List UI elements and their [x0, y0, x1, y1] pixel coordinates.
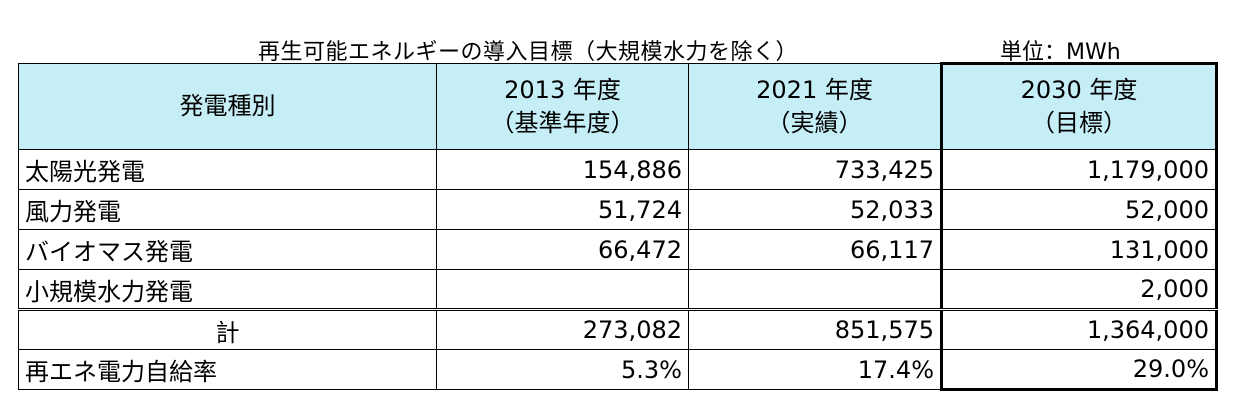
- ratio-label: 再エネ電力自給率: [18, 349, 437, 390]
- table-row: 小規模水力発電 2,000: [18, 269, 1218, 310]
- row-label: バイオマス発電: [18, 229, 437, 270]
- header-row: 発電種別 2013 年度 （基準年度） 2021 年度 （実績） 2030 年度…: [18, 62, 1218, 150]
- table-row: バイオマス発電 66,472 66,117 131,000: [18, 229, 1218, 270]
- table-caption: 再生可能エネルギーの導入目標（大規模水力を除く） 単位：MWh: [0, 34, 1240, 65]
- cell-2013: [436, 269, 689, 310]
- cell-2030: 1,179,000: [940, 149, 1218, 190]
- header-2021-year: 2021 年度: [756, 75, 873, 104]
- cell-2030: 52,000: [940, 189, 1218, 230]
- row-label: 風力発電: [18, 189, 437, 230]
- ratio-row: 再エネ電力自給率 5.3% 17.4% 29.0%: [18, 349, 1218, 391]
- ratio-2021: 17.4%: [688, 349, 942, 390]
- cell-2013: 66,472: [436, 229, 689, 270]
- table-row: 風力発電 51,724 52,033 52,000: [18, 189, 1218, 230]
- renewable-energy-target-table: 発電種別 2013 年度 （基準年度） 2021 年度 （実績） 2030 年度…: [18, 62, 1218, 391]
- cell-2013: 154,886: [436, 149, 689, 190]
- total-row: 計 273,082 851,575 1,364,000: [18, 308, 1218, 350]
- cell-2021: 733,425: [688, 149, 942, 190]
- cell-2030: 131,000: [940, 229, 1218, 270]
- total-label: 計: [18, 308, 437, 350]
- ratio-2013: 5.3%: [436, 349, 689, 390]
- header-2013-year: 2013 年度: [504, 75, 621, 104]
- total-2021: 851,575: [688, 308, 942, 350]
- table-row: 太陽光発電 154,886 733,425 1,179,000: [18, 149, 1218, 190]
- unit-label: 単位：MWh: [1000, 40, 1121, 65]
- total-2030: 1,364,000: [940, 308, 1218, 350]
- ratio-2030: 29.0%: [940, 349, 1218, 391]
- total-2013: 273,082: [436, 308, 689, 350]
- header-2013-note: （基準年度）: [490, 108, 635, 137]
- row-label: 太陽光発電: [18, 149, 437, 190]
- header-2030: 2030 年度 （目標）: [940, 62, 1218, 150]
- header-2013: 2013 年度 （基準年度）: [436, 63, 689, 150]
- cell-2030: 2,000: [940, 269, 1218, 310]
- table-title: 再生可能エネルギーの導入目標（大規模水力を除く）: [258, 40, 799, 65]
- cell-2021: 66,117: [688, 229, 942, 270]
- row-label: 小規模水力発電: [18, 269, 437, 310]
- header-2021-note: （実績）: [766, 108, 863, 137]
- header-2021: 2021 年度 （実績）: [688, 63, 942, 150]
- header-category: 発電種別: [18, 63, 437, 150]
- header-2030-year: 2030 年度: [1020, 76, 1138, 104]
- cell-2021: [688, 269, 942, 310]
- header-2030-note: （目標）: [1031, 109, 1127, 137]
- cell-2021: 52,033: [688, 189, 942, 230]
- cell-2013: 51,724: [436, 189, 689, 230]
